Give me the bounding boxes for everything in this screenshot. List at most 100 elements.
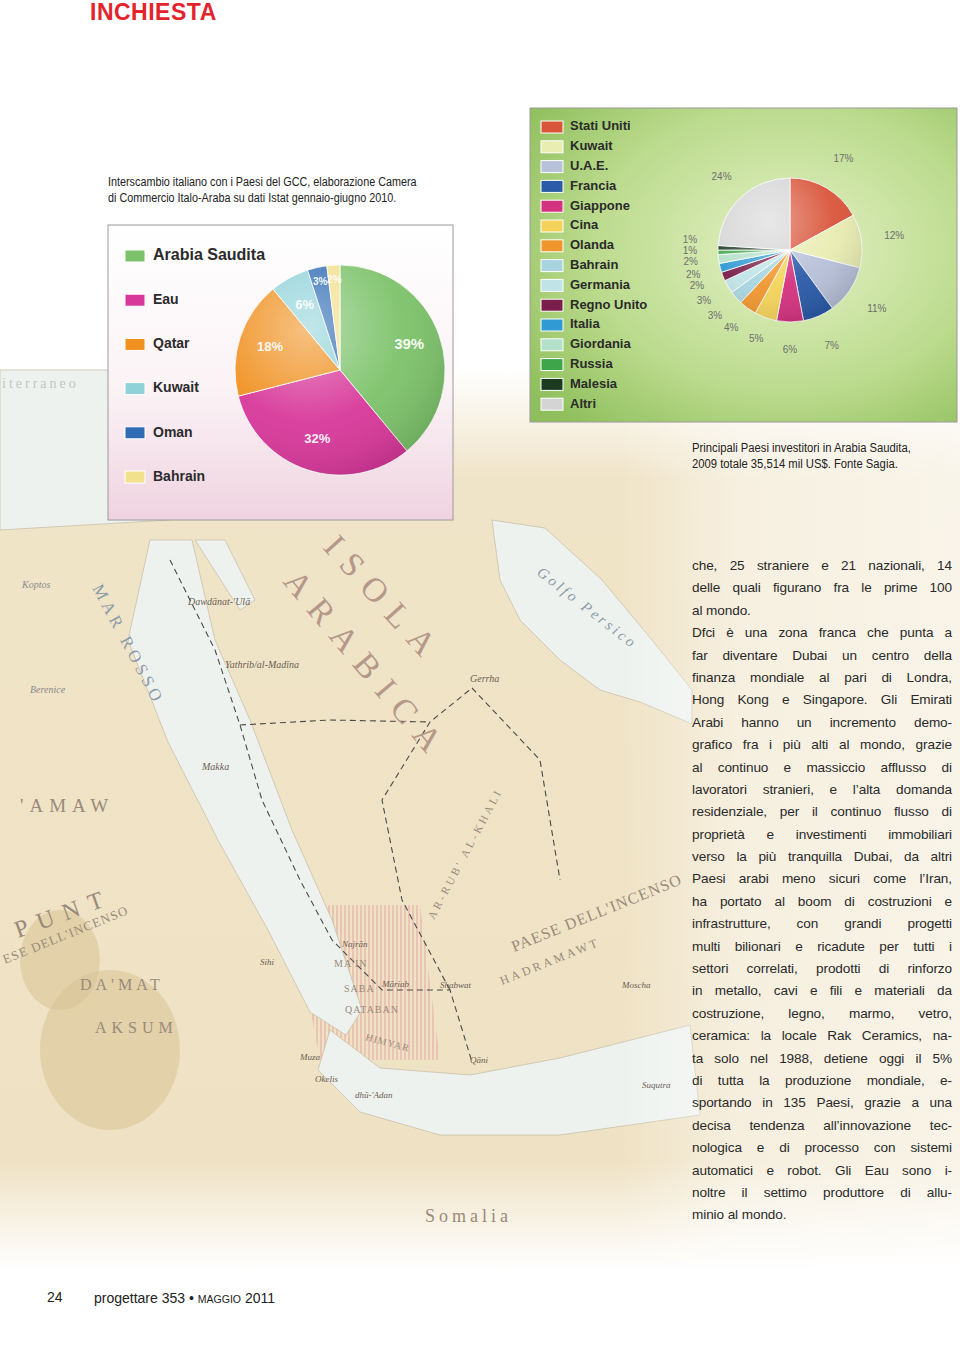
legend-swatch	[541, 220, 563, 232]
text-line: proprietà e investimenti immobiliari	[692, 824, 952, 846]
legend-entry: Oman	[153, 424, 193, 440]
legend-swatch	[125, 250, 145, 262]
data-label: 5%	[749, 333, 764, 344]
data-label: 7%	[824, 340, 839, 351]
legend-entry: Giordania	[570, 336, 631, 351]
legend-entry: Cina	[570, 217, 599, 232]
legend-swatch	[541, 200, 563, 212]
page-number: 24	[47, 1289, 63, 1305]
data-label: 1%	[683, 245, 698, 256]
text-line: Arabi hanno un incremento demo-	[692, 712, 952, 734]
data-label: 1%	[683, 234, 698, 245]
map-label: Muza	[299, 1052, 320, 1062]
data-label: 39%	[394, 335, 424, 352]
pie-slices	[235, 265, 445, 475]
text-line: ceramica: la locale Rak Ceramics, na-	[692, 1025, 952, 1047]
map-label: Sihi	[260, 957, 275, 967]
legend-entry: Francia	[570, 178, 617, 193]
text-line: far diventare Dubai un centro della	[692, 645, 952, 667]
legend-swatch	[541, 319, 563, 331]
data-label: 3%	[697, 295, 712, 306]
legend-entry: Bahrain	[153, 468, 205, 484]
pie-slices	[718, 178, 862, 322]
pie-slice	[718, 178, 790, 250]
map-label: Suqutra	[642, 1080, 671, 1090]
text-line: automatici e robot. Gli Eau sono i-	[692, 1160, 952, 1182]
legend: Stati UnitiKuwaitU.A.E.FranciaGiapponeCi…	[541, 118, 647, 410]
map-label: Qāni	[470, 1055, 488, 1065]
data-label: 2%	[686, 269, 701, 280]
pie-shine	[718, 178, 862, 322]
text-line: nologica e di processo con sistemi	[692, 1137, 952, 1159]
legend-entry: Stati Uniti	[570, 118, 631, 133]
legend-swatch	[125, 427, 145, 439]
text-line: verso la più tranquilla Dubai, da altri	[692, 846, 952, 868]
map-fade	[620, 370, 960, 1270]
text-line: settori correlati, prodotti di rinforzo	[692, 958, 952, 980]
legend-swatch	[125, 383, 145, 395]
map-label: Māriab	[381, 979, 410, 989]
data-label: 4%	[724, 322, 739, 333]
text-line: ta solo nel 1988, detiene oggi il 5%	[692, 1048, 952, 1070]
map-label: Koptos	[21, 579, 50, 590]
legend-entry: Regno Unito	[570, 297, 647, 312]
legend-entry: Russia	[570, 356, 613, 371]
map-label: MAR ROSSO	[88, 581, 168, 708]
chart-caption: Principali Paesi investitori in Arabia S…	[692, 440, 911, 473]
legend-entry: Kuwait	[570, 138, 613, 153]
map-label: Najrān	[341, 939, 368, 949]
map-label: dhū-'Adan	[355, 1090, 393, 1100]
map-label: Okelis	[315, 1074, 338, 1084]
map-label: AR-RUB' AL-KHALI	[425, 786, 504, 921]
data-label: 17%	[833, 153, 853, 164]
data-label: 2%	[327, 274, 342, 285]
text-line: costruzione, legno, marmo, vetro,	[692, 1003, 952, 1025]
trade-route	[472, 688, 560, 880]
text-line: sportando in 135 Paesi, grazie a una	[692, 1092, 952, 1114]
map-label: HADRAMAWT	[498, 935, 602, 988]
map-label: MA'IN	[334, 958, 367, 969]
map-label: HIMYAR	[364, 1031, 411, 1053]
text-line: Paesi arabi meno sicuri come l’Iran,	[692, 868, 952, 890]
text-line: che, 25 straniere e 21 nazionali, 14	[692, 555, 952, 577]
publication: progettare 353 •	[94, 1290, 194, 1306]
legend-swatch	[125, 294, 145, 306]
data-label: 2%	[684, 256, 699, 267]
data-label: 3%	[708, 310, 723, 321]
text-column: che, 25 straniere e 21 nazionali, 14dell…	[692, 555, 952, 1227]
map-label: Dawdānat-'Ulā	[187, 596, 250, 607]
text-line: multi bilionari e ricadute per tutti i	[692, 936, 952, 958]
map-label: ESE DELL'INCENSO	[1, 903, 131, 967]
legend-entry: Malesia	[570, 376, 618, 391]
pie-slice	[718, 250, 790, 255]
data-label: 3%	[313, 276, 328, 287]
map-label: QATABAN	[345, 1004, 399, 1015]
legend-swatch	[541, 359, 563, 371]
legend-entry: Eau	[153, 291, 179, 307]
text-line: minio al mondo.	[692, 1204, 952, 1226]
text-line: ha portato al boom di costruzioni e	[692, 891, 952, 913]
text-line: di tutta la produzione mondiale, e-	[692, 1070, 952, 1092]
legend-swatch	[541, 121, 563, 133]
pie-chart: 17%12%11%7%6%5%4%3%3%2%2%2%1%1%24%Stati …	[530, 108, 957, 422]
map-label: DA'MAT	[80, 976, 164, 993]
text-line: decisa tendenza all’innovazione tec-	[692, 1115, 952, 1137]
text-line: infrastrutture, con grandi progetti	[692, 913, 952, 935]
legend-entry: Kuwait	[153, 379, 199, 395]
legend: Arabia SauditaEauQatarKuwaitOmanBahrain	[125, 246, 265, 483]
map-label: Golfo Persico	[534, 564, 641, 652]
text-line: residenziale, per il continuo flusso di	[692, 801, 952, 823]
text-line: Dfci è una zona franca che punta a	[692, 622, 952, 644]
data-label: 12%	[884, 230, 904, 241]
chart-caption: Interscambio italiano con i Paesi del GC…	[108, 175, 417, 206]
data-labels: 39%32%18%6%3%2%	[257, 274, 424, 447]
legend-entry: U.A.E.	[570, 158, 608, 173]
data-label: 24%	[712, 171, 732, 182]
text-line: finanza mondiale al pari di Londra,	[692, 667, 952, 689]
text-line: lavoratori stranieri, e l’alta domanda	[692, 779, 952, 801]
data-label: 6%	[783, 344, 798, 355]
pie-shine	[235, 265, 445, 475]
chart-background	[530, 108, 957, 422]
chart-background	[108, 225, 453, 520]
legend-entry: Germania	[570, 277, 631, 292]
